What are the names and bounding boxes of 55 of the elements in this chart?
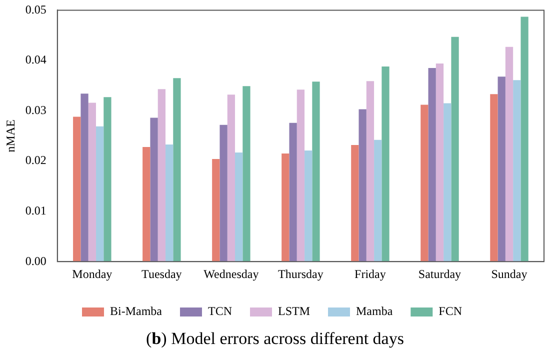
x-tick-label: Saturday	[418, 266, 462, 281]
y-tick-label: 0.00	[25, 254, 46, 268]
bar	[282, 154, 290, 262]
bar	[73, 116, 81, 262]
bar	[490, 94, 498, 262]
bar	[436, 63, 444, 262]
bar	[220, 124, 228, 262]
x-tick-label: Friday	[354, 266, 386, 281]
bar	[312, 82, 320, 262]
bar	[513, 80, 521, 262]
bar	[235, 152, 243, 262]
bar	[304, 150, 312, 262]
legend-label: Bi-Mamba	[110, 304, 163, 318]
bar	[80, 94, 88, 262]
x-tick-label: Monday	[72, 266, 112, 281]
bar	[158, 89, 166, 262]
bar	[451, 36, 459, 262]
bar	[212, 159, 220, 262]
bar	[227, 94, 236, 262]
legend-label: TCN	[208, 304, 232, 318]
bar	[88, 102, 96, 262]
bar	[498, 76, 506, 262]
bar	[296, 90, 305, 262]
x-tick-label: Wednesday	[204, 266, 259, 281]
bar	[374, 140, 382, 262]
y-tick-label: 0.02	[25, 153, 46, 168]
bar	[150, 118, 158, 262]
bar	[505, 46, 514, 262]
bar	[289, 122, 297, 262]
legend-label: LSTM	[278, 304, 310, 318]
bar	[96, 126, 104, 262]
y-tick-label: 0.05	[25, 2, 46, 16]
bar	[420, 104, 428, 262]
bar	[366, 81, 374, 262]
bar	[428, 68, 436, 262]
y-tick-label: 0.04	[25, 52, 46, 67]
y-tick-label: 0.03	[25, 102, 46, 117]
y-axis-title: nMAE	[3, 120, 18, 152]
y-tick-label: 0.01	[25, 203, 46, 218]
bar	[242, 86, 250, 262]
x-tick-label: Sunday	[491, 266, 528, 281]
bar	[351, 144, 359, 262]
legend-label: FCN	[438, 304, 462, 318]
bar	[104, 97, 112, 262]
x-tick-label: Tuesday	[142, 266, 182, 281]
bar	[142, 146, 150, 262]
bar	[520, 16, 528, 262]
bar	[444, 103, 452, 262]
x-tick-label: Thursday	[278, 266, 324, 281]
bar	[165, 144, 174, 262]
bar	[382, 66, 390, 262]
bar	[173, 78, 181, 262]
text: (b) Model errors across different days	[145, 328, 405, 350]
legend-label: Mamba	[356, 304, 394, 318]
bar	[358, 109, 366, 262]
